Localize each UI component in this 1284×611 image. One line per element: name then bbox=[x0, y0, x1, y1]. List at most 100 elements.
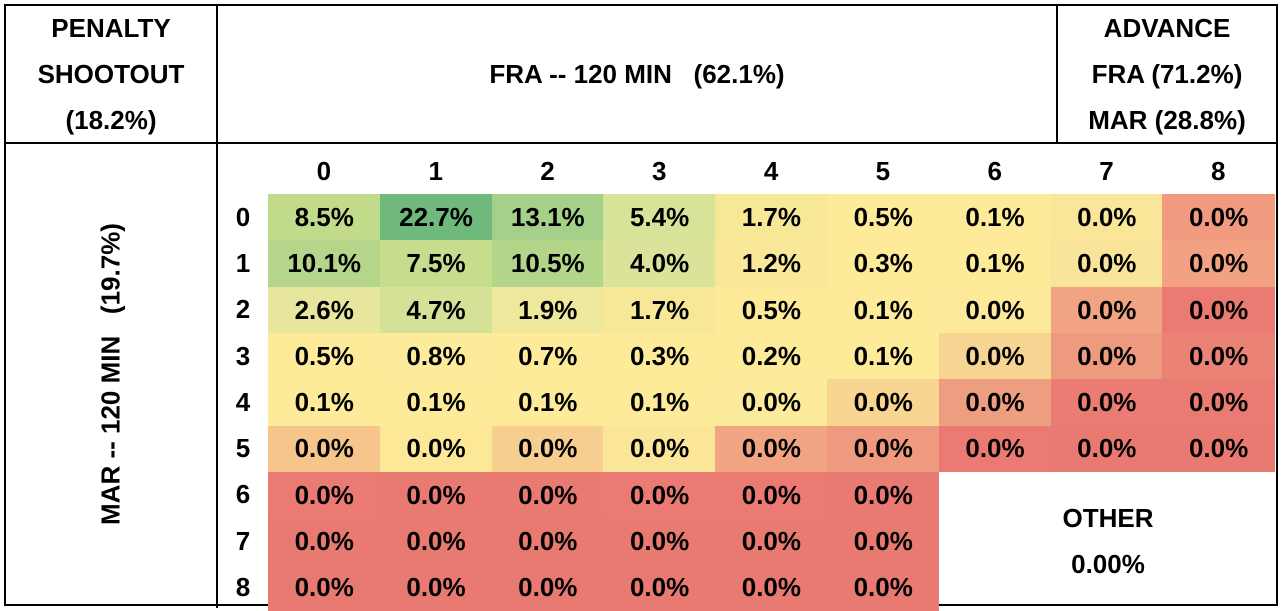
heatmap-cell: 0.0% bbox=[491, 564, 604, 611]
row-label-0: 0 bbox=[235, 201, 251, 232]
fra-header-text: FRA -- 120 MIN (62.1%) bbox=[489, 59, 785, 89]
heatmap-cell: 0.2% bbox=[715, 332, 828, 380]
heatmap-cell: 0.0% bbox=[491, 425, 604, 473]
heatmap-cell: 0.0% bbox=[603, 564, 716, 611]
heatmap-cell: 0.0% bbox=[715, 564, 828, 611]
mar-axis-label: MAR -- 120 MIN (19.7%) bbox=[95, 223, 126, 525]
heatmap-cell: 0.0% bbox=[827, 471, 940, 519]
heatmap-cell: 0.8% bbox=[379, 332, 493, 380]
row-label-2: 2 bbox=[235, 294, 251, 325]
heatmap-cell: 0.1% bbox=[938, 240, 1052, 288]
heatmap-cell: 13.1% bbox=[491, 194, 604, 241]
heatmap-cell: 0.0% bbox=[603, 518, 716, 565]
mar-axis-label-wrap: MAR -- 120 MIN (19.7%) bbox=[6, 144, 216, 608]
shootout-line-1: PENALTY bbox=[51, 13, 171, 43]
heatmap-cell: 0.0% bbox=[1050, 425, 1163, 473]
heatmap-cell: 1.7% bbox=[715, 194, 828, 241]
heatmap-cell: 0.0% bbox=[1050, 286, 1163, 334]
heatmap-cell: 10.5% bbox=[491, 240, 604, 288]
heatmap-cell: 10.1% bbox=[268, 240, 381, 288]
heatmap-cell: 8.5% bbox=[268, 194, 381, 241]
heatmap-cell: 0.0% bbox=[827, 518, 940, 565]
heatmap-cell: 0.0% bbox=[379, 425, 493, 473]
heatmap-cell: 0.0% bbox=[268, 425, 381, 473]
advance-line-3: MAR (28.8%) bbox=[1088, 105, 1246, 135]
row-label-8: 8 bbox=[235, 572, 251, 603]
heatmap-cell: 0.1% bbox=[379, 379, 493, 427]
row-label-6: 6 bbox=[235, 479, 251, 510]
heatmap-cell: 0.1% bbox=[827, 332, 940, 380]
heatmap-cell: 0.0% bbox=[938, 425, 1052, 473]
col-label-8: 8 bbox=[1211, 155, 1226, 186]
heatmap-cell: 1.9% bbox=[491, 286, 604, 334]
heatmap-cell: 0.0% bbox=[938, 379, 1052, 427]
heatmap-cell: 0.0% bbox=[1162, 425, 1275, 473]
heatmap-cell: 0.1% bbox=[491, 379, 604, 427]
advance-line-2: FRA (71.2%) bbox=[1091, 59, 1243, 89]
col-label-2: 2 bbox=[540, 155, 555, 186]
heatmap-cell: 0.0% bbox=[827, 425, 940, 473]
fra-header: FRA -- 120 MIN (62.1%) bbox=[218, 6, 1056, 142]
right-divider bbox=[1056, 6, 1058, 142]
heatmap-grid: 0 1 2 3 4 5 6 7 8 0 8.5% 22.7% 13.1% 5.4% 1.7% 0.5% 0.1%… bbox=[218, 144, 1276, 611]
left-divider bbox=[216, 6, 218, 608]
heatmap-cell: 0.5% bbox=[827, 194, 940, 241]
penalty-shootout-header: PENALTY SHOOTOUT (18.2%) bbox=[6, 6, 216, 142]
heatmap-cell: 0.1% bbox=[827, 286, 940, 334]
row-label-4: 4 bbox=[235, 386, 251, 417]
heatmap-cell: 1.2% bbox=[715, 240, 828, 288]
heatmap-cell: 0.0% bbox=[938, 332, 1052, 380]
col-label-5: 5 bbox=[875, 155, 891, 186]
heatmap-cell: 0.7% bbox=[491, 332, 604, 380]
row-label-1: 1 bbox=[235, 247, 251, 278]
heatmap-cell: 0.0% bbox=[491, 471, 604, 519]
heatmap-cell: 0.1% bbox=[268, 379, 381, 427]
heatmap-cell: 0.0% bbox=[268, 518, 381, 565]
heatmap-cell: 0.0% bbox=[1162, 286, 1275, 334]
col-label-0: 0 bbox=[316, 155, 332, 186]
heatmap-cell: 0.0% bbox=[1050, 194, 1163, 241]
heatmap-cell: 0.1% bbox=[603, 379, 716, 427]
heatmap-cell: 2.6% bbox=[268, 286, 381, 334]
heatmap-cell: 0.0% bbox=[1050, 240, 1163, 288]
row-label-5: 5 bbox=[235, 433, 251, 464]
heatmap-cell: 0.0% bbox=[715, 518, 828, 565]
heatmap-cell: 4.0% bbox=[603, 240, 716, 288]
heatmap-cell: 5.4% bbox=[603, 194, 716, 241]
heatmap-cell: 0.0% bbox=[379, 518, 493, 565]
col-label-7: 7 bbox=[1099, 155, 1114, 186]
heatmap-cell: 0.0% bbox=[938, 286, 1052, 334]
heatmap-cell: 0.0% bbox=[827, 379, 940, 427]
col-label-6: 6 bbox=[987, 155, 1002, 186]
heatmap-cell: 0.0% bbox=[827, 564, 940, 611]
row-label-7: 7 bbox=[235, 525, 251, 556]
other-box: OTHER 0.00% bbox=[940, 473, 1276, 608]
heatmap-cell: 0.0% bbox=[379, 471, 493, 519]
col-label-1: 1 bbox=[428, 155, 443, 186]
heatmap-cell: 7.5% bbox=[379, 240, 493, 288]
heatmap-cell: 22.7% bbox=[379, 194, 493, 241]
heatmap-cell: 0.0% bbox=[1050, 379, 1163, 427]
heatmap-cell: 1.7% bbox=[603, 286, 716, 334]
heatmap-cell: 0.0% bbox=[491, 518, 604, 565]
col-label-3: 3 bbox=[652, 155, 667, 186]
heatmap-cell: 4.7% bbox=[379, 286, 493, 334]
heatmap-cell: 0.5% bbox=[268, 332, 381, 380]
heatmap-cell: 0.0% bbox=[603, 425, 716, 473]
advance-header: ADVANCE FRA (71.2%) MAR (28.8%) bbox=[1058, 6, 1276, 142]
score-probability-table: PENALTY SHOOTOUT (18.2%) FRA -- 120 MIN … bbox=[4, 4, 1278, 611]
heatmap-cell: 0.5% bbox=[715, 286, 828, 334]
heatmap-cell: 0.0% bbox=[1162, 332, 1275, 380]
advance-line-1: ADVANCE bbox=[1103, 13, 1231, 43]
heatmap-cell: 0.0% bbox=[715, 379, 828, 427]
heatmap-cell: 0.0% bbox=[268, 471, 381, 519]
shootout-line-3: (18.2%) bbox=[65, 105, 157, 135]
header-divider bbox=[6, 142, 1276, 144]
heatmap-cell: 0.0% bbox=[1162, 240, 1275, 288]
heatmap-cell: 0.3% bbox=[827, 240, 940, 288]
heatmap-cell: 0.0% bbox=[1162, 379, 1275, 427]
heatmap-cell: 0.3% bbox=[603, 332, 716, 380]
row-label-3: 3 bbox=[235, 340, 251, 371]
heatmap-cell: 0.0% bbox=[715, 425, 828, 473]
other-label: OTHER bbox=[1062, 502, 1154, 533]
